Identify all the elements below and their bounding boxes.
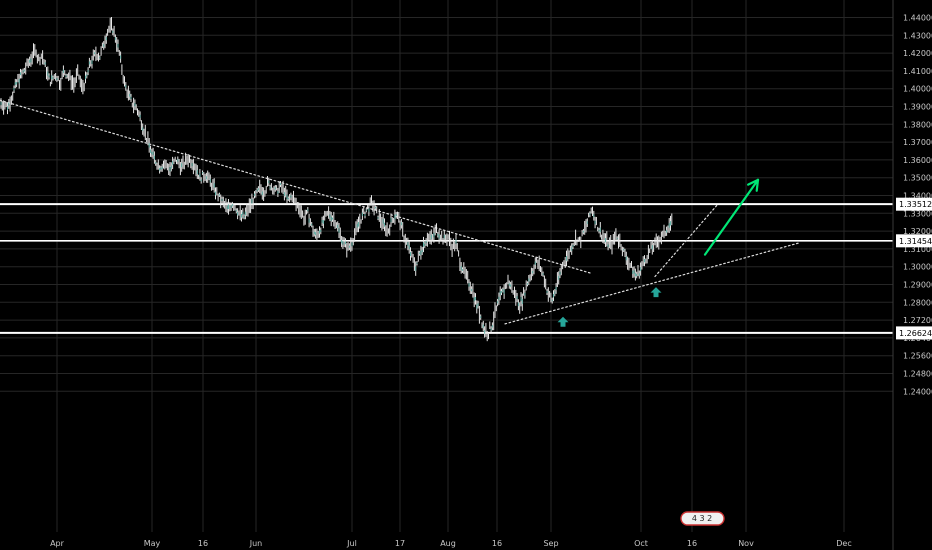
x-tick-label: Nov bbox=[738, 539, 754, 548]
x-tick-label: 16 bbox=[198, 539, 208, 548]
y-tick-label: 1.35000 bbox=[903, 174, 932, 183]
level-label-box bbox=[896, 326, 932, 340]
projection-arrow bbox=[703, 178, 760, 256]
y-tick-label: 1.29000 bbox=[903, 281, 932, 290]
trendline bbox=[0, 99, 591, 274]
y-tick-label: 1.34000 bbox=[903, 192, 932, 201]
grid-lines bbox=[0, 0, 893, 532]
corner-badge-text[interactable]: 4 3 2 bbox=[692, 514, 712, 523]
x-tick-label: Dec bbox=[836, 539, 851, 548]
y-tick-label: 1.41000 bbox=[903, 67, 932, 76]
y-tick-label: 1.32000 bbox=[903, 227, 932, 236]
level-label: 1.33512 bbox=[899, 200, 932, 209]
y-tick-label: 1.44000 bbox=[903, 14, 932, 23]
x-tick-label: 17 bbox=[395, 539, 405, 548]
y-tick-label: 1.37000 bbox=[903, 138, 932, 147]
y-tick-label: 1.31000 bbox=[903, 245, 932, 254]
y-tick-label: 1.36000 bbox=[903, 156, 932, 165]
x-tick-label: Aug bbox=[440, 539, 456, 548]
x-tick-label: Jul bbox=[346, 539, 357, 548]
y-tick-label: 1.28000 bbox=[903, 298, 932, 307]
y-tick-label: 1.33000 bbox=[903, 209, 932, 218]
x-tick-label: Oct bbox=[634, 539, 648, 548]
corner-badge-box[interactable] bbox=[680, 511, 725, 526]
x-tick-label: 16 bbox=[687, 539, 697, 548]
y-tick-label: 1.24000 bbox=[903, 387, 932, 396]
x-tick-label: Sep bbox=[543, 539, 558, 548]
y-tick-label: 1.38000 bbox=[903, 120, 932, 129]
projection-arrow-shaft bbox=[703, 178, 760, 256]
x-tick-label: May bbox=[144, 539, 161, 548]
projection-arrow-head bbox=[747, 178, 760, 186]
y-tick-label: 1.39000 bbox=[903, 103, 932, 112]
level-label-box bbox=[896, 234, 932, 248]
level-labels: 1.33512 1.31454 1.26624 bbox=[896, 197, 932, 340]
up-arrow-icon bbox=[650, 287, 662, 298]
y-tick-label: 1.30000 bbox=[903, 263, 932, 272]
y-tick-label: 1.24800 bbox=[903, 370, 932, 379]
level-label: 1.31454 bbox=[899, 237, 932, 246]
price-series bbox=[0, 16, 673, 342]
trendlines bbox=[0, 99, 801, 325]
projection-arrow-head bbox=[755, 178, 760, 192]
y-tick-label: 1.25600 bbox=[903, 352, 932, 361]
time-axis[interactable]: Apr May 16 Jun Jul 17 Aug 16 Sep Oct 16 Nov Dec bbox=[50, 539, 852, 548]
markers bbox=[557, 287, 662, 327]
y-tick-label: 1.27200 bbox=[903, 316, 932, 325]
x-tick-label: 16 bbox=[492, 539, 502, 548]
y-tick-label: 1.43000 bbox=[903, 31, 932, 40]
y-tick-label: 1.42000 bbox=[903, 49, 932, 58]
level-label-box bbox=[896, 197, 932, 211]
x-tick-label: Jun bbox=[249, 539, 263, 548]
x-tick-label: Apr bbox=[50, 539, 65, 548]
up-arrow-icon bbox=[557, 316, 569, 327]
corner-badge[interactable]: 4 3 2 bbox=[680, 511, 725, 526]
trendline bbox=[654, 203, 719, 278]
trendline bbox=[504, 242, 801, 325]
level-label: 1.26624 bbox=[899, 329, 932, 338]
y-tick-label: 1.40000 bbox=[903, 85, 932, 94]
